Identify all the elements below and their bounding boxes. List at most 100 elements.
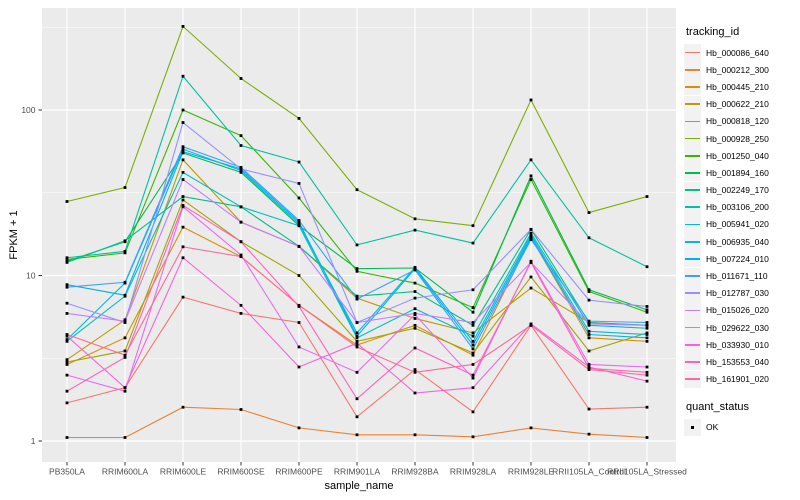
data-point	[645, 195, 649, 198]
data-point	[239, 134, 243, 138]
data-point	[181, 170, 185, 174]
data-point	[297, 365, 301, 369]
legend-key	[684, 78, 701, 96]
x-axis-title: sample_name	[324, 480, 394, 492]
data-point	[355, 294, 359, 298]
legend-key-line	[685, 51, 700, 54]
legend: tracking_id Hb_000086_640 Hb_000212_300 Hb…	[684, 26, 798, 436]
data-point	[471, 306, 475, 309]
data-point	[65, 200, 69, 203]
data-point	[181, 405, 185, 409]
data-point	[65, 389, 69, 393]
data-point	[65, 436, 69, 439]
legend-item-label: Hb_001250_040	[706, 150, 769, 161]
data-point	[297, 321, 301, 324]
x-tick-label: RRIM600SE	[217, 467, 265, 477]
data-point	[645, 365, 649, 369]
data-point	[65, 373, 69, 377]
data-point	[413, 433, 417, 437]
legend-item: Hb_003106_200	[684, 198, 798, 216]
data-point	[239, 255, 243, 259]
data-point	[181, 295, 185, 299]
legend-item: Hb_001250_040	[684, 147, 798, 165]
data-point	[181, 121, 185, 124]
data-point	[471, 334, 475, 338]
data-point	[297, 219, 301, 222]
data-point	[355, 331, 359, 335]
legend-item: Hb_153553_040	[684, 353, 798, 371]
data-point	[413, 368, 417, 372]
data-point	[529, 286, 533, 290]
legend-item: Hb_000928_250	[684, 130, 798, 148]
data-point	[65, 401, 69, 405]
data-point	[123, 293, 127, 297]
data-point	[471, 339, 475, 343]
data-point	[239, 144, 243, 147]
data-point	[587, 236, 591, 240]
data-point	[297, 244, 301, 248]
y-tick-label: 100	[21, 105, 35, 115]
legend-item-label: Hb_015026_020	[706, 305, 769, 316]
data-point	[123, 280, 127, 284]
data-point	[355, 345, 359, 349]
data-point	[239, 220, 243, 224]
data-point	[297, 182, 301, 185]
data-point	[645, 373, 649, 377]
data-point	[297, 160, 301, 164]
data-point	[529, 275, 533, 279]
data-point	[239, 408, 243, 411]
data-point	[587, 290, 591, 293]
data-point	[239, 253, 243, 257]
data-point	[471, 310, 475, 314]
data-point	[297, 345, 301, 349]
data-point	[529, 178, 533, 181]
data-point	[355, 321, 359, 324]
data-point	[355, 370, 359, 374]
legend-item: Hb_012787_030	[684, 284, 798, 302]
data-point	[297, 220, 301, 224]
data-point	[181, 204, 185, 207]
legend-item-label: Hb_000818_120	[706, 116, 769, 127]
data-point	[65, 358, 69, 362]
legend-key	[684, 61, 701, 79]
legend-item: Hb_006935_040	[684, 233, 798, 251]
data-point	[645, 405, 649, 409]
data-point	[587, 368, 591, 372]
data-point	[181, 178, 185, 181]
legend-key	[684, 233, 701, 251]
legend-item-label: Hb_033930_010	[706, 339, 769, 350]
legend-item: Hb_001894_160	[684, 164, 798, 182]
x-tick-label: RRII105LA_Stressed	[607, 467, 687, 477]
data-point	[65, 360, 69, 364]
data-point	[529, 322, 533, 326]
data-point	[529, 98, 533, 102]
x-tick-label: RRIM600LE	[160, 467, 207, 477]
legend-item-label: Hb_000622_210	[706, 99, 769, 110]
data-point	[297, 303, 301, 307]
data-point	[471, 288, 475, 292]
data-point	[413, 323, 417, 327]
data-point	[65, 285, 69, 289]
legend-item-label: Hb_029622_030	[706, 322, 769, 333]
data-point	[587, 211, 591, 214]
data-point	[181, 150, 185, 154]
data-point	[239, 170, 243, 174]
data-point	[181, 225, 185, 229]
y-tick-label: 1	[31, 436, 36, 446]
data-point	[587, 329, 591, 333]
legend-item: Hb_029622_030	[684, 319, 798, 337]
data-point	[471, 347, 475, 351]
data-point	[471, 363, 475, 366]
data-point	[413, 228, 417, 232]
legend-key-line	[685, 361, 700, 363]
legend-item-label: Hb_000086_640	[706, 47, 769, 58]
data-point	[181, 256, 185, 260]
legend-key-line	[685, 326, 700, 329]
data-point	[355, 341, 359, 345]
legend-tracking-items: Hb_000086_640 Hb_000212_300 Hb_000445_210 H…	[684, 44, 798, 388]
data-point	[123, 355, 127, 359]
legend-key-line	[685, 240, 700, 243]
data-point	[297, 196, 301, 200]
